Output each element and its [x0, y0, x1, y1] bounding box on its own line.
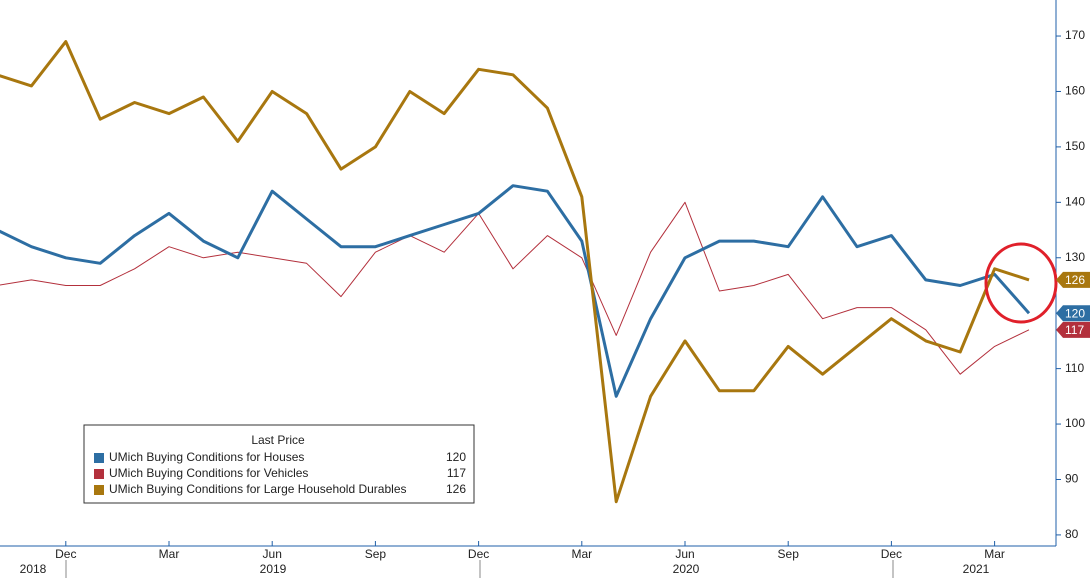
x-tick-label: Dec: [881, 547, 902, 561]
x-tick-label: Dec: [468, 547, 489, 561]
legend-value: 120: [446, 450, 466, 464]
series-line: [0, 201, 1030, 375]
year-label: 2020: [673, 562, 700, 576]
highlight-circle: [984, 242, 1058, 324]
legend-label: UMich Buying Conditions for Vehicles: [109, 466, 308, 480]
year-label: 2021: [963, 562, 990, 576]
plot-area: [0, 40, 1031, 504]
y-tick-label: 150: [1065, 139, 1085, 153]
last-value-tag: [1056, 271, 1090, 288]
legend: [83, 424, 475, 504]
y-tick-label: 110: [1065, 361, 1084, 375]
series-line: [0, 184, 1031, 398]
x-tick-label: Sep: [778, 547, 800, 561]
year-label: 2019: [260, 562, 287, 576]
last-value-tag: [1056, 321, 1090, 338]
y-tick-label: 90: [1065, 472, 1079, 486]
y-tick-label: 160: [1065, 84, 1085, 98]
legend-title: Last Price: [251, 433, 305, 447]
x-tick-label: Jun: [263, 547, 282, 561]
last-value-label: 126: [1065, 273, 1085, 287]
legend-value: 117: [447, 466, 466, 480]
y-tick-label: 130: [1065, 250, 1085, 264]
last-value-tag: [1056, 305, 1090, 322]
x-tick-label: Mar: [159, 547, 180, 561]
last-value-label: 117: [1065, 323, 1084, 337]
series-line: [0, 40, 1030, 504]
legend-swatch: [94, 469, 104, 479]
legend-label: UMich Buying Conditions for Large Househ…: [109, 482, 407, 496]
legend-swatch: [94, 485, 104, 495]
x-tick-label: Jun: [675, 547, 694, 561]
y-tick-label: 140: [1065, 194, 1085, 208]
year-label: 2018: [20, 562, 47, 576]
y-tick-label: 100: [1065, 416, 1085, 430]
x-tick-label: Sep: [365, 547, 387, 561]
x-tick-label: Mar: [571, 547, 592, 561]
legend-label: UMich Buying Conditions for Houses: [109, 450, 304, 464]
y-tick-label: 80: [1065, 527, 1079, 541]
x-tick-label: Mar: [984, 547, 1005, 561]
x-tick-label: Dec: [55, 547, 76, 561]
y-tick-label: 170: [1065, 28, 1085, 42]
last-value-label: 120: [1065, 306, 1085, 320]
legend-swatch: [94, 453, 104, 463]
legend-value: 126: [446, 482, 466, 496]
